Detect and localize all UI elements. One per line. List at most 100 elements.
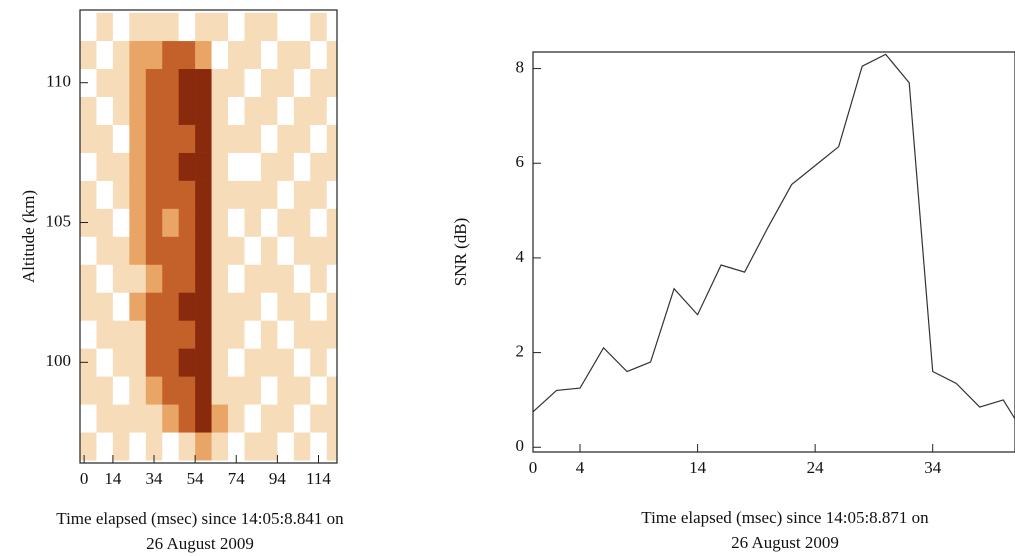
heatmap-cell bbox=[195, 320, 212, 349]
heatmap-cell bbox=[228, 236, 245, 265]
heatmap-cell bbox=[195, 376, 212, 405]
heatmap-cell bbox=[211, 12, 229, 42]
heatmap-cell bbox=[195, 264, 212, 293]
heatmap-cell bbox=[80, 320, 97, 349]
heatmap-cell bbox=[112, 432, 130, 461]
heatmap-cell bbox=[260, 180, 278, 209]
heatmap-cell bbox=[96, 180, 114, 209]
heatmap-cell bbox=[211, 236, 229, 265]
heatmap-cell bbox=[178, 264, 196, 293]
heatmap-cell bbox=[145, 12, 163, 42]
heatmap-cell bbox=[326, 68, 337, 97]
heatmap-cell bbox=[96, 236, 114, 265]
heatmap-cell bbox=[162, 152, 179, 181]
heatmap-cell bbox=[244, 12, 262, 42]
heatmap-cell bbox=[277, 124, 295, 153]
heatmap-cell bbox=[80, 96, 97, 125]
heatmap-cell bbox=[80, 348, 97, 377]
heatmap-cell bbox=[260, 40, 278, 70]
heatmap-cell bbox=[145, 180, 163, 209]
y-axis-label: Altitude (km) bbox=[19, 190, 38, 283]
heatmap-cell bbox=[80, 292, 97, 321]
heatmap-cell bbox=[80, 124, 97, 153]
heatmap-cell bbox=[260, 236, 278, 265]
heatmap-cell bbox=[228, 320, 245, 349]
heatmap-cell bbox=[178, 124, 196, 153]
heatmap-cell bbox=[195, 68, 212, 97]
heatmap-cell bbox=[326, 208, 337, 237]
heatmap-cell bbox=[260, 292, 278, 321]
heatmap-cell bbox=[145, 208, 163, 237]
heatmap-cell bbox=[145, 432, 163, 461]
heatmap-cell bbox=[96, 320, 114, 349]
x-tick-label: 14 bbox=[689, 458, 707, 477]
heatmap-cell bbox=[211, 208, 229, 237]
heatmap-cell bbox=[293, 12, 311, 42]
heatmap-cell bbox=[310, 432, 328, 461]
heatmap-cell bbox=[96, 152, 114, 181]
heatmap-cell bbox=[211, 264, 229, 293]
heatmap-cell bbox=[112, 320, 130, 349]
x-axis-label: Time elapsed (msec) since 14:05:8.841 on bbox=[56, 509, 344, 528]
heatmap-cell bbox=[80, 264, 97, 293]
heatmap-cell bbox=[129, 376, 147, 405]
heatmap-cell bbox=[211, 96, 229, 125]
heatmap-cell bbox=[326, 320, 337, 349]
heatmap-cell bbox=[228, 432, 245, 461]
heatmap-cell bbox=[80, 376, 97, 405]
heatmap-cell bbox=[260, 12, 278, 42]
heatmap-cell bbox=[112, 264, 130, 293]
x-axis-label: 26 August 2009 bbox=[731, 533, 839, 552]
heatmap-cell bbox=[211, 40, 229, 70]
heatmap-cell bbox=[195, 124, 212, 153]
heatmap-cell bbox=[228, 124, 245, 153]
heatmap-cell bbox=[195, 208, 212, 237]
heatmap-cell bbox=[244, 124, 262, 153]
heatmap-cell bbox=[96, 404, 114, 433]
heatmap-cell bbox=[178, 40, 196, 70]
heatmap-cell bbox=[112, 40, 130, 70]
y-tick-label: 110 bbox=[46, 72, 71, 91]
heatmap-cell bbox=[326, 292, 337, 321]
heatmap-cell bbox=[228, 376, 245, 405]
heatmap-cell bbox=[228, 404, 245, 433]
heatmap-cell bbox=[211, 432, 229, 461]
heatmap-cell bbox=[162, 348, 179, 377]
heatmap-cell bbox=[129, 236, 147, 265]
heatmap-cell bbox=[293, 376, 311, 405]
heatmap-cell bbox=[228, 208, 245, 237]
heatmap-cell bbox=[178, 404, 196, 433]
x-axis-label: Time elapsed (msec) since 14:05:8.871 on bbox=[641, 508, 929, 527]
heatmap-cell bbox=[277, 432, 295, 461]
heatmap-cell bbox=[211, 404, 229, 433]
heatmap-cell bbox=[310, 124, 328, 153]
heatmap-cell bbox=[277, 376, 295, 405]
y-tick-label: 2 bbox=[516, 341, 525, 360]
heatmap-cell bbox=[178, 68, 196, 97]
heatmap-cell bbox=[293, 348, 311, 377]
heatmap-cell bbox=[310, 292, 328, 321]
heatmap-cell bbox=[293, 208, 311, 237]
heatmap-cell bbox=[195, 292, 212, 321]
heatmap-cell bbox=[80, 152, 97, 181]
heatmap-cell bbox=[80, 236, 97, 265]
heatmap-cell bbox=[244, 152, 262, 181]
heatmap-cell bbox=[244, 404, 262, 433]
heatmap-cell bbox=[260, 152, 278, 181]
heatmap-cell bbox=[80, 40, 97, 70]
heatmap-cell bbox=[244, 40, 262, 70]
heatmap-cell bbox=[96, 68, 114, 97]
heatmap-cell bbox=[162, 12, 179, 42]
heatmap-cell bbox=[260, 264, 278, 293]
heatmap-cell bbox=[96, 96, 114, 125]
heatmap-cell bbox=[277, 68, 295, 97]
heatmap-cell bbox=[211, 348, 229, 377]
heatmap-cell bbox=[178, 96, 196, 125]
heatmap-cell bbox=[277, 264, 295, 293]
heatmap-cell bbox=[195, 404, 212, 433]
heatmap-cell bbox=[80, 180, 97, 209]
heatmap-cell bbox=[112, 12, 130, 42]
heatmap-cell bbox=[145, 264, 163, 293]
heatmap-cell bbox=[228, 12, 245, 42]
